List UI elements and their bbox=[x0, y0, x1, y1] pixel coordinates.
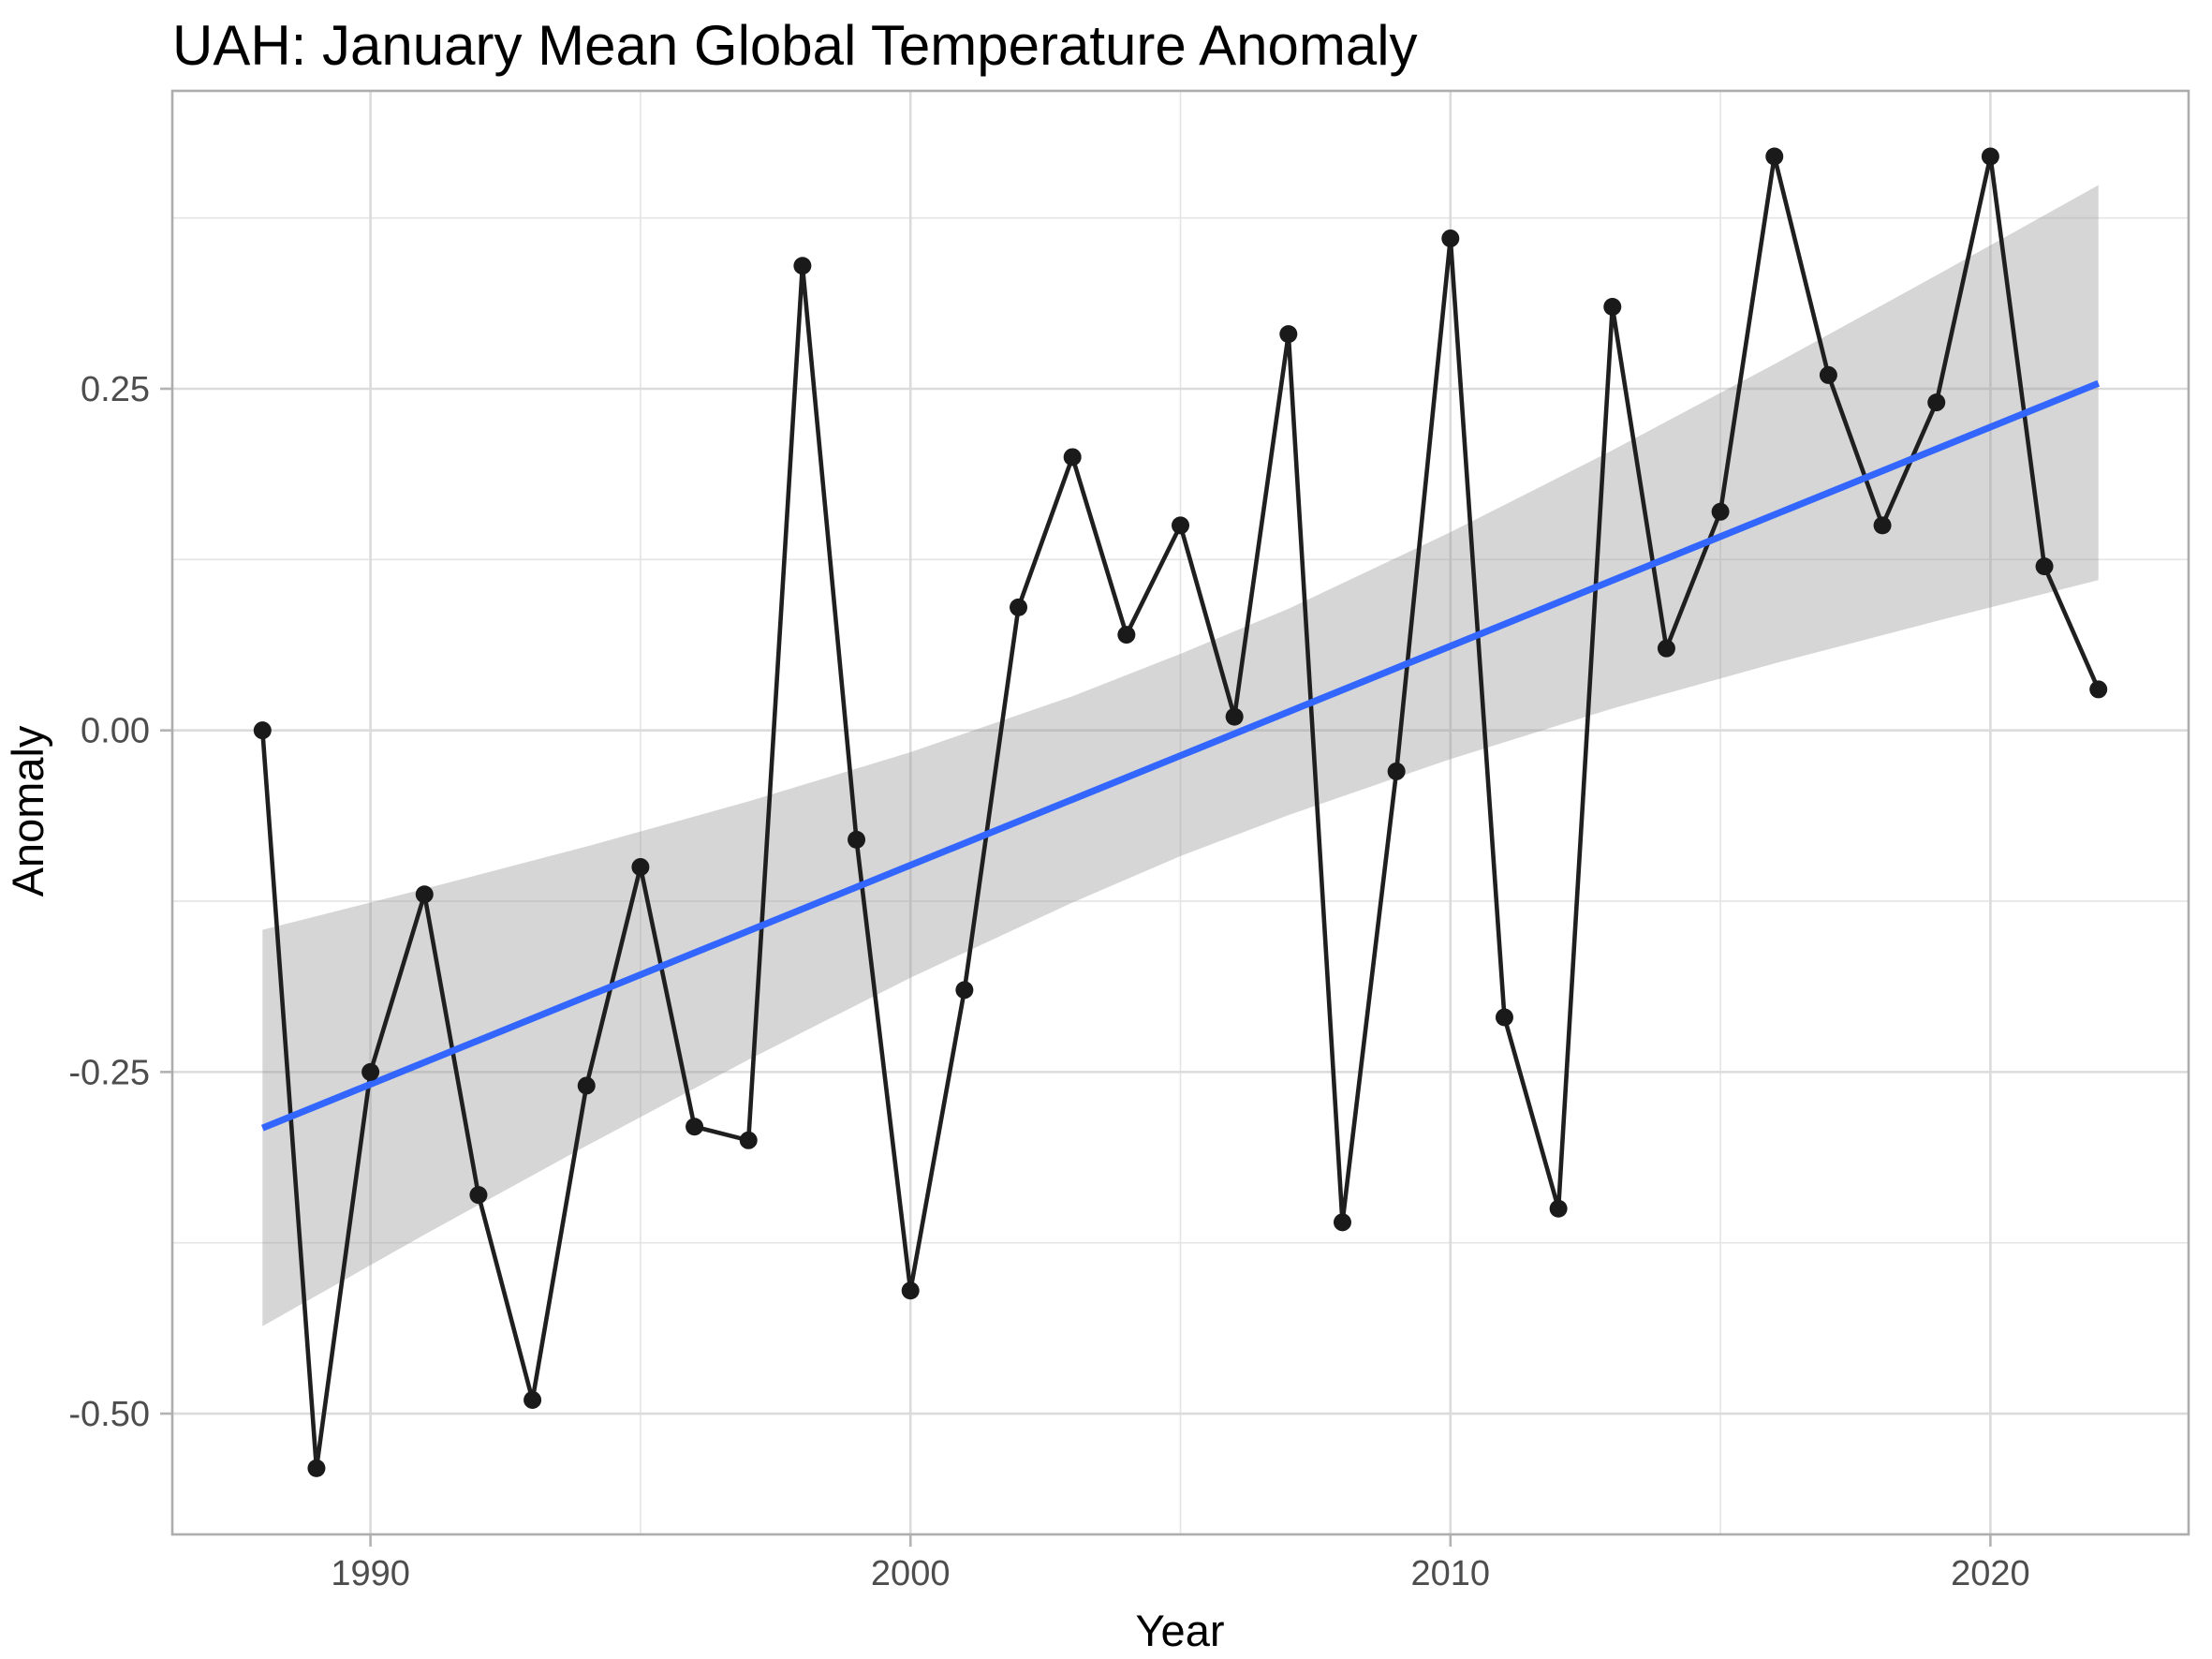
data-point bbox=[1063, 448, 1082, 467]
data-point bbox=[1549, 1199, 1568, 1218]
data-point bbox=[1711, 502, 1730, 521]
data-point bbox=[1279, 325, 1298, 344]
y-tick-label: 0.25 bbox=[81, 370, 150, 409]
chart-title: UAH: January Mean Global Temperature Ano… bbox=[172, 14, 1418, 77]
y-tick-label: 0.00 bbox=[81, 712, 150, 751]
data-point bbox=[1117, 626, 1136, 644]
data-point bbox=[524, 1390, 542, 1409]
axis-layer: 1990 2000 2010 2020 0.25 0.00 -0.25 -0.50 bbox=[68, 89, 2190, 1593]
trend-line bbox=[260, 379, 2101, 1132]
data-point bbox=[739, 1131, 758, 1149]
data-point bbox=[631, 858, 650, 877]
data-point bbox=[1225, 707, 1244, 726]
data-point bbox=[1765, 147, 1784, 166]
data-point bbox=[1387, 762, 1406, 780]
y-tick-label: -0.50 bbox=[68, 1395, 150, 1434]
data-point bbox=[1927, 393, 1946, 412]
data-point bbox=[469, 1186, 488, 1205]
x-tick-label: 1990 bbox=[331, 1554, 410, 1593]
data-point bbox=[1495, 1008, 1513, 1027]
data-point bbox=[577, 1076, 596, 1095]
data-point bbox=[901, 1281, 920, 1300]
data-point bbox=[2035, 557, 2054, 576]
y-axis-title: Anomaly bbox=[3, 725, 52, 896]
data-point bbox=[415, 885, 434, 904]
data-point bbox=[1873, 516, 1892, 535]
x-tick-label: 2000 bbox=[871, 1554, 951, 1593]
data-point bbox=[361, 1062, 380, 1081]
data-point bbox=[253, 721, 272, 740]
data-point bbox=[1981, 147, 1999, 166]
data-point bbox=[1603, 297, 1622, 316]
data-point bbox=[1657, 639, 1675, 658]
x-tick-label: 2020 bbox=[1951, 1554, 2030, 1593]
x-axis-title: Year bbox=[1136, 1606, 1225, 1655]
panel-border bbox=[170, 89, 2190, 1536]
data-point bbox=[955, 981, 974, 1000]
data-point bbox=[848, 830, 866, 849]
grid-layer bbox=[172, 91, 2189, 1534]
y-tick-label: -0.25 bbox=[68, 1053, 150, 1092]
data-point bbox=[307, 1459, 326, 1477]
data-point bbox=[686, 1118, 704, 1136]
data-point bbox=[1333, 1213, 1351, 1232]
series-layer bbox=[253, 147, 2108, 1477]
data-point bbox=[1010, 598, 1028, 616]
data-point bbox=[1441, 230, 1460, 248]
data-point bbox=[1172, 516, 1189, 535]
x-tick-label: 2010 bbox=[1411, 1554, 1491, 1593]
data-point bbox=[2089, 680, 2108, 699]
data-point bbox=[1819, 365, 1837, 384]
data-point bbox=[793, 257, 812, 275]
